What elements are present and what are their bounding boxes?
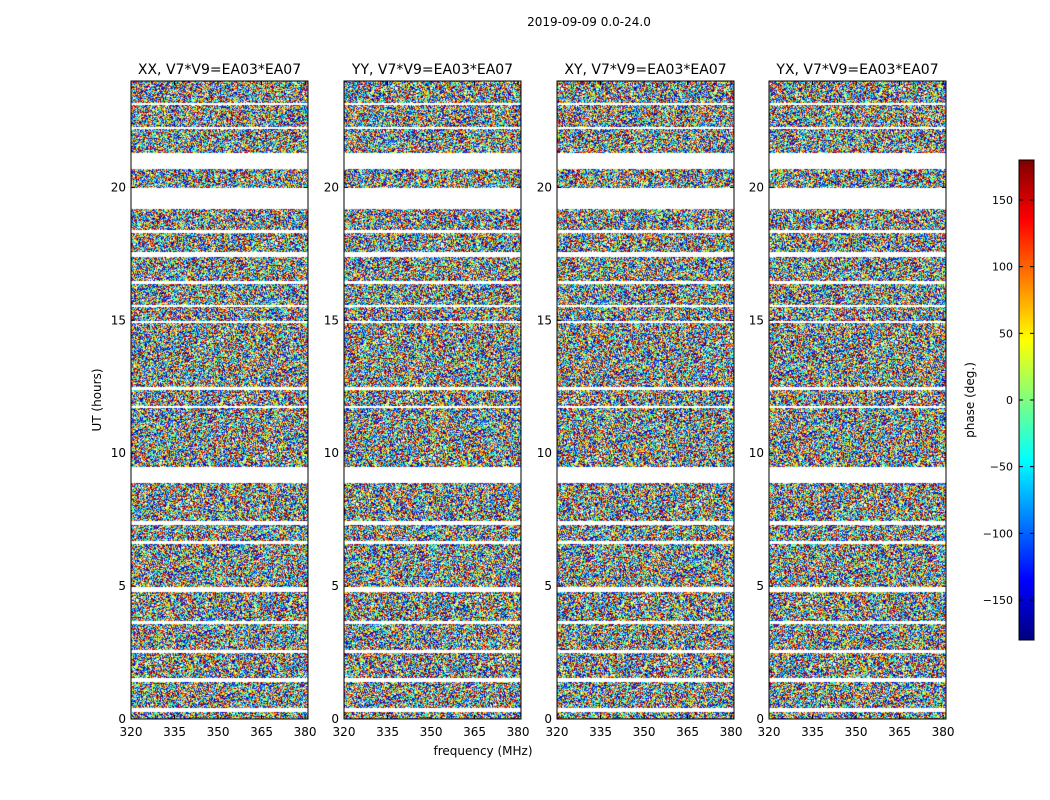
x-tick-label: 380 — [932, 725, 955, 739]
phase-heatmap-image — [557, 81, 734, 719]
x-tick-label: 365 — [888, 725, 911, 739]
x-tick-label: 320 — [333, 725, 356, 739]
y-tick-label: 15 — [749, 313, 764, 327]
y-tick-label: 10 — [749, 446, 764, 460]
panel-2: XY, V7*V9=EA03*EA07 320 335 350 365 380 0 5 10 15… — [537, 62, 743, 739]
x-tick-label: 335 — [376, 725, 399, 739]
y-tick-label: 15 — [324, 313, 339, 327]
panel-1: YY, V7*V9=EA03*EA07 320 335 350 365 380 0 5 10 15… — [324, 62, 530, 739]
panels-group: XX, V7*V9=EA03*EA07 320 335 350 365 380 0 5 10 15… — [111, 62, 955, 739]
panel-frame — [768, 80, 947, 720]
x-tick-label: 320 — [120, 725, 143, 739]
phase-heatmap-image — [344, 81, 521, 719]
y-tick-label: 5 — [756, 579, 764, 593]
colorbar-tick-label: −150 — [983, 594, 1013, 607]
y-tick-label: 5 — [331, 579, 339, 593]
x-tick-label: 350 — [633, 725, 656, 739]
y-tick-label: 20 — [111, 180, 126, 194]
figure-suptitle: 2019-09-09 0.0-24.0 — [527, 15, 651, 29]
colorbar-tick-label: 50 — [999, 327, 1013, 340]
x-tick-label: 320 — [758, 725, 781, 739]
panel-3: YX, V7*V9=EA03*EA07 320 335 350 365 380 0 5 10 15… — [749, 62, 955, 739]
x-tick-label: 350 — [420, 725, 443, 739]
y-tick-label: 20 — [749, 180, 764, 194]
colorbar-tick-label: 100 — [992, 261, 1013, 274]
colorbar-tick-label: −100 — [983, 527, 1013, 540]
x-tick-label: 380 — [507, 725, 530, 739]
colorbar-tick-label: 150 — [992, 194, 1013, 207]
x-axis-label: frequency (MHz) — [433, 744, 532, 758]
y-tick-label: 0 — [544, 712, 552, 726]
panel-title: YX, V7*V9=EA03*EA07 — [775, 62, 938, 78]
phase-heatmap-image — [769, 81, 946, 719]
x-tick-label: 335 — [163, 725, 186, 739]
x-tick-label: 380 — [294, 725, 317, 739]
colorbar-tick-label: −50 — [990, 461, 1013, 474]
panel-title: XX, V7*V9=EA03*EA07 — [138, 62, 301, 78]
x-tick-label: 335 — [589, 725, 612, 739]
panel-frame — [343, 80, 522, 720]
panel-frame — [556, 80, 735, 720]
panel-title: YY, V7*V9=EA03*EA07 — [351, 62, 513, 78]
x-tick-label: 335 — [801, 725, 824, 739]
x-tick-label: 320 — [546, 725, 569, 739]
x-tick-label: 365 — [250, 725, 273, 739]
y-tick-label: 15 — [111, 313, 126, 327]
y-tick-label: 0 — [756, 712, 764, 726]
phase-heatmap-image — [131, 81, 308, 719]
colorbar-label: phase (deg.) — [963, 362, 977, 438]
x-tick-label: 350 — [845, 725, 868, 739]
colorbar-tick-label: 0 — [1006, 394, 1013, 407]
y-tick-label: 10 — [537, 446, 552, 460]
x-tick-label: 350 — [207, 725, 230, 739]
y-tick-label: 15 — [537, 313, 552, 327]
y-axis-label: UT (hours) — [90, 368, 104, 431]
y-tick-label: 5 — [544, 579, 552, 593]
y-tick-label: 5 — [118, 579, 126, 593]
panel-frame — [130, 80, 309, 720]
panel-0: XX, V7*V9=EA03*EA07 320 335 350 365 380 0 5 10 15… — [111, 62, 317, 739]
colorbar: −150 −100 −50 0 50 100 150 — [983, 159, 1035, 641]
x-tick-label: 365 — [676, 725, 699, 739]
y-tick-label: 20 — [537, 180, 552, 194]
x-tick-label: 365 — [463, 725, 486, 739]
y-tick-label: 10 — [324, 446, 339, 460]
y-tick-label: 20 — [324, 180, 339, 194]
y-tick-label: 0 — [118, 712, 126, 726]
panel-title: XY, V7*V9=EA03*EA07 — [564, 62, 726, 78]
x-tick-label: 380 — [720, 725, 743, 739]
y-tick-label: 10 — [111, 446, 126, 460]
y-tick-label: 0 — [331, 712, 339, 726]
